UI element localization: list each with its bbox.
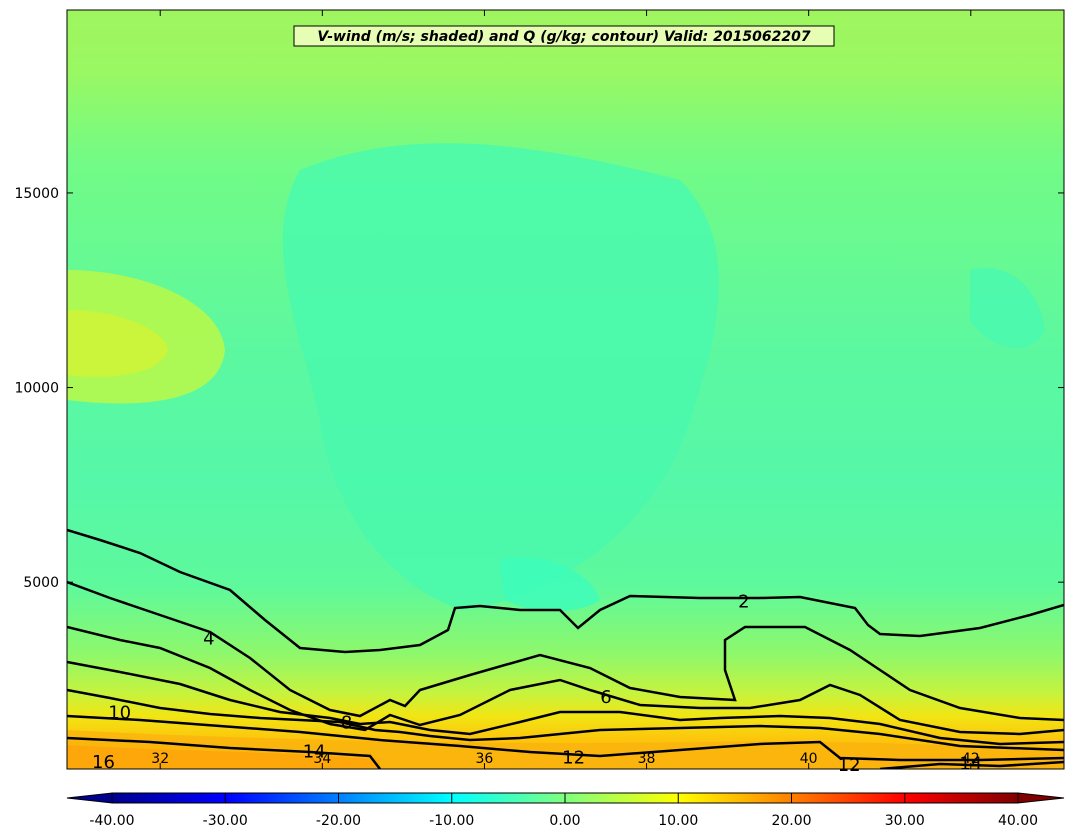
y-tick-label: 10000	[14, 381, 59, 397]
contour-label: 14	[303, 741, 326, 762]
colorbar-tick-label: 30.00	[885, 813, 925, 829]
colorbar-tick-label: 0.00	[549, 813, 580, 829]
x-tick-label: 42	[962, 751, 980, 767]
title-background	[293, 25, 835, 47]
q-contour-2	[67, 528, 1064, 654]
q-contour-14	[67, 736, 381, 769]
contour-label: 10	[108, 703, 131, 724]
colorbar-ticks: -40.00 -30.00 -20.00 -10.00 0.00 10.00 20.00 30…	[89, 793, 1038, 829]
q-contour-8	[67, 660, 1064, 746]
x-tick-label: 38	[638, 751, 656, 767]
contour-label: 12	[562, 747, 585, 768]
x-tick-label: 32	[151, 751, 169, 767]
x-tick-label: 40	[800, 751, 818, 767]
contour-label: 2	[738, 592, 749, 613]
q-contour-10	[67, 688, 1064, 752]
colorbar-tick-label: -30.00	[203, 813, 248, 829]
chart-title: V-wind (m/s; shaded) and Q (g/kg; contou…	[317, 29, 810, 45]
y-tick-label: 5000	[23, 575, 59, 591]
contour-label: 8	[341, 712, 352, 733]
colorbar-extend-high	[1017, 792, 1065, 804]
shaded-surface-bright	[67, 745, 380, 769]
contour-label: 16	[92, 752, 115, 773]
colorbar-extend-low	[66, 792, 113, 804]
shaded-core	[282, 143, 719, 610]
colorbar-tick-label: 20.00	[771, 813, 811, 829]
chart-title-box: V-wind (m/s; shaded) and Q (g/kg; contou…	[293, 25, 835, 47]
contour-label: 6	[600, 687, 611, 708]
q-contours	[67, 528, 1064, 769]
q-contour-12	[67, 714, 1064, 762]
x-tick-label: 36	[476, 751, 494, 767]
contour-label: 12	[838, 755, 861, 776]
colorbar-tick-label: 10.00	[658, 813, 698, 829]
q-contour-4	[67, 580, 1064, 722]
contour-label: 4	[203, 629, 214, 650]
colorbar-tick-label: -10.00	[429, 813, 474, 829]
shaded-left-max-inner	[67, 310, 168, 377]
x-axis: 32 34 36 38 40 42	[151, 10, 980, 769]
shaded-right-core	[970, 268, 1045, 349]
shaded-field	[67, 10, 1064, 769]
colorbar-tick-label: -20.00	[316, 813, 361, 829]
x-tick-label: 34	[313, 751, 331, 767]
colorbar-tick-label: -40.00	[89, 813, 134, 829]
plot-frame	[66, 9, 1065, 770]
colorbar: -40.00 -30.00 -20.00 -10.00 0.00 10.00 20.00 30…	[66, 792, 1065, 829]
q-contour-14b	[879, 760, 1064, 769]
colorbar-tick-label: 40.00	[998, 813, 1038, 829]
y-axis: 5000 10000 15000	[14, 186, 1064, 591]
shaded-core-inner	[500, 557, 600, 612]
q-contour-6	[67, 625, 1064, 736]
y-tick-label: 15000	[14, 186, 59, 202]
